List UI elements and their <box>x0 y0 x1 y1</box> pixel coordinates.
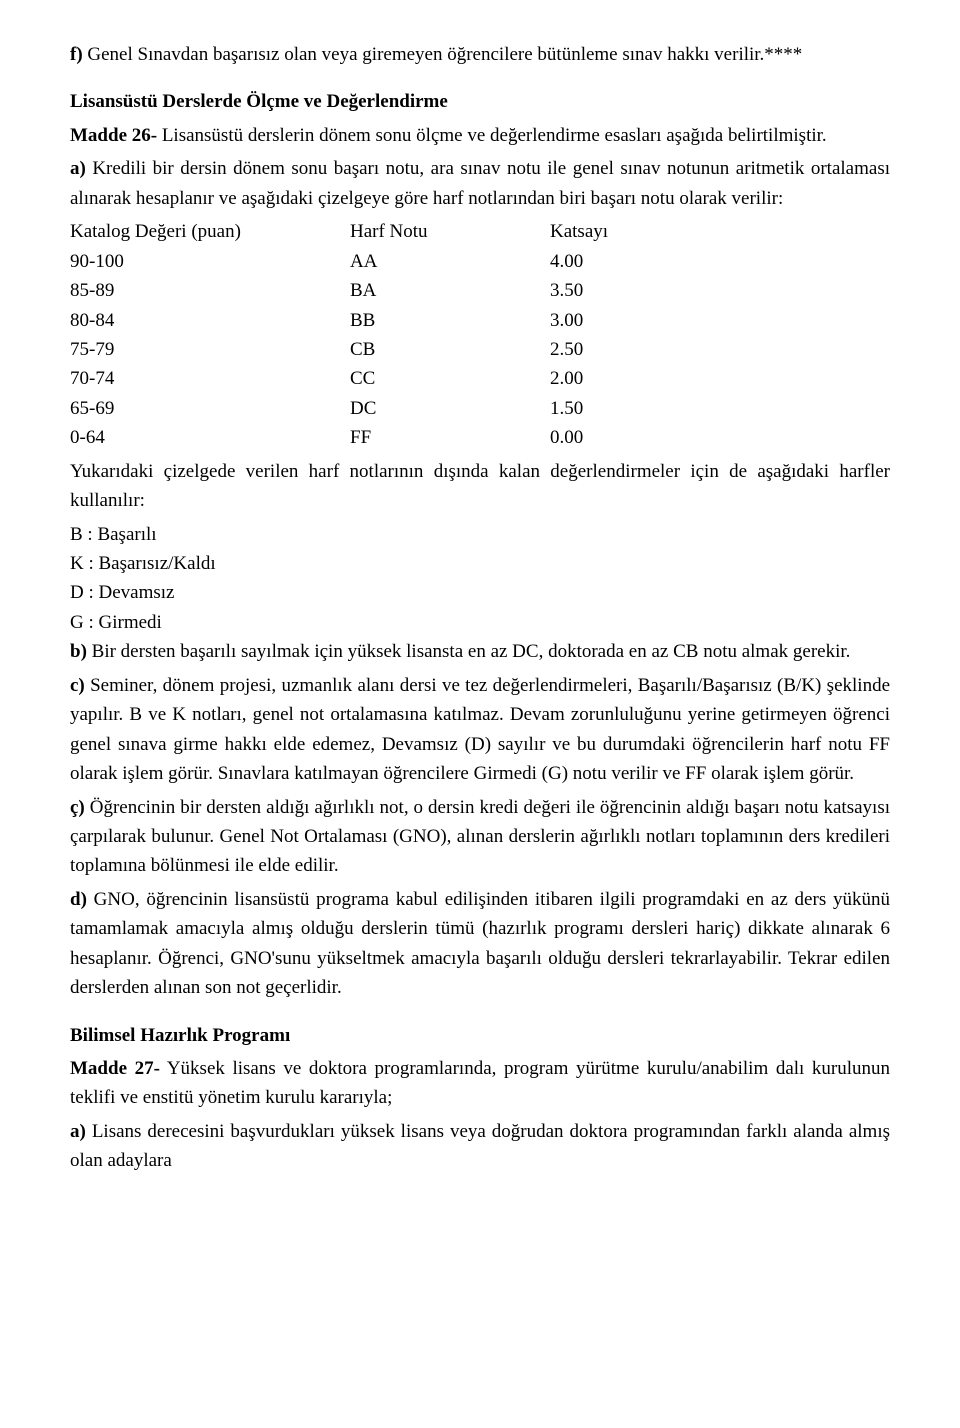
grade-range: 90-100 <box>70 247 350 276</box>
item-b-text: Bir dersten başarılı sayılmak için yükse… <box>87 641 851 662</box>
grade-row: 90-100 AA 4.00 <box>70 247 670 276</box>
grade-letter: AA <box>350 247 550 276</box>
item-cc: ç) Öğrencinin bir dersten aldığı ağırlık… <box>70 793 890 881</box>
grade-coef: 2.00 <box>550 364 670 393</box>
item-a2-text: Lisans derecesini başvurdukları yüksek l… <box>70 1121 890 1171</box>
grade-coef: 3.00 <box>550 306 670 335</box>
item-f-text: Genel Sınavdan başarısız olan veya girem… <box>83 44 803 65</box>
grade-letter: DC <box>350 394 550 423</box>
item-d: d) GNO, öğrencinin lisansüstü programa k… <box>70 885 890 1003</box>
item-c-text: Seminer, dönem projesi, uzmanlık alanı d… <box>70 675 890 784</box>
madde-27-label: Madde 27- <box>70 1058 160 1079</box>
item-c-label: c) <box>70 675 85 696</box>
grade-letter: BB <box>350 306 550 335</box>
grade-range: 75-79 <box>70 335 350 364</box>
grade-row: 0-64 FF 0.00 <box>70 423 670 452</box>
grade-coef: 2.50 <box>550 335 670 364</box>
after-table-text: Yukarıdaki çizelgede verilen harf notlar… <box>70 457 890 516</box>
letter-g: G : Girmedi <box>70 608 890 637</box>
header-harf: Harf Notu <box>350 217 550 246</box>
grade-table-header-row: Katalog Değeri (puan) Harf Notu Katsayı <box>70 217 670 246</box>
item-a-label: a) <box>70 158 86 179</box>
madde-26-label: Madde 26- <box>70 125 157 146</box>
grade-table: Katalog Değeri (puan) Harf Notu Katsayı … <box>70 217 670 453</box>
paragraph-f: f) Genel Sınavdan başarısız olan veya gi… <box>70 40 890 69</box>
item-d-label: d) <box>70 889 87 910</box>
letter-b: B : Başarılı <box>70 520 890 549</box>
grade-row: 65-69 DC 1.50 <box>70 394 670 423</box>
item-b: b) Bir dersten başarılı sayılmak için yü… <box>70 637 890 666</box>
grade-row: 75-79 CB 2.50 <box>70 335 670 364</box>
grade-range: 0-64 <box>70 423 350 452</box>
grade-range: 70-74 <box>70 364 350 393</box>
grade-range: 85-89 <box>70 276 350 305</box>
grade-range: 65-69 <box>70 394 350 423</box>
item-a: a) Kredili bir dersin dönem sonu başarı … <box>70 154 890 213</box>
section-bilimsel-hazirlik: Bilimsel Hazırlık Programı Madde 27- Yük… <box>70 1021 890 1176</box>
grade-row: 80-84 BB 3.00 <box>70 306 670 335</box>
letter-d: D : Devamsız <box>70 578 890 607</box>
item-d-text: GNO, öğrencinin lisansüstü programa kabu… <box>70 889 890 998</box>
item-a2: a) Lisans derecesini başvurdukları yükse… <box>70 1117 890 1176</box>
item-a-text: Kredili bir dersin dönem sonu başarı not… <box>70 158 890 208</box>
grade-letter: CC <box>350 364 550 393</box>
item-b-label: b) <box>70 641 87 662</box>
madde-27-text: Yüksek lisans ve doktora programlarında,… <box>70 1058 890 1108</box>
madde-26: Madde 26- Lisansüstü derslerin dönem son… <box>70 121 890 150</box>
grade-coef: 4.00 <box>550 247 670 276</box>
item-cc-text: Öğrencinin bir dersten aldığı ağırlıklı … <box>70 797 890 877</box>
item-a2-label: a) <box>70 1121 86 1142</box>
madde-26-text: Lisansüstü derslerin dönem sonu ölçme ve… <box>157 125 827 146</box>
grade-coef: 0.00 <box>550 423 670 452</box>
grade-letter: FF <box>350 423 550 452</box>
grade-letter: BA <box>350 276 550 305</box>
item-f-label: f) <box>70 44 83 65</box>
grade-coef: 1.50 <box>550 394 670 423</box>
grade-row: 85-89 BA 3.50 <box>70 276 670 305</box>
item-cc-label: ç) <box>70 797 85 818</box>
item-c: c) Seminer, dönem projesi, uzmanlık alan… <box>70 671 890 789</box>
grade-row: 70-74 CC 2.00 <box>70 364 670 393</box>
document-page: f) Genel Sınavdan başarısız olan veya gi… <box>0 0 960 1220</box>
section-olcme-degerlendirme: Lisansüstü Derslerde Ölçme ve Değerlendi… <box>70 87 890 1002</box>
grade-coef: 3.50 <box>550 276 670 305</box>
letter-k: K : Başarısız/Kaldı <box>70 549 890 578</box>
madde-27: Madde 27- Yüksek lisans ve doktora progr… <box>70 1054 890 1113</box>
grade-letter: CB <box>350 335 550 364</box>
section-title: Lisansüstü Derslerde Ölçme ve Değerlendi… <box>70 87 890 116</box>
section-title-2: Bilimsel Hazırlık Programı <box>70 1021 890 1050</box>
header-katalog: Katalog Değeri (puan) <box>70 217 350 246</box>
header-katsayi: Katsayı <box>550 217 670 246</box>
grade-range: 80-84 <box>70 306 350 335</box>
